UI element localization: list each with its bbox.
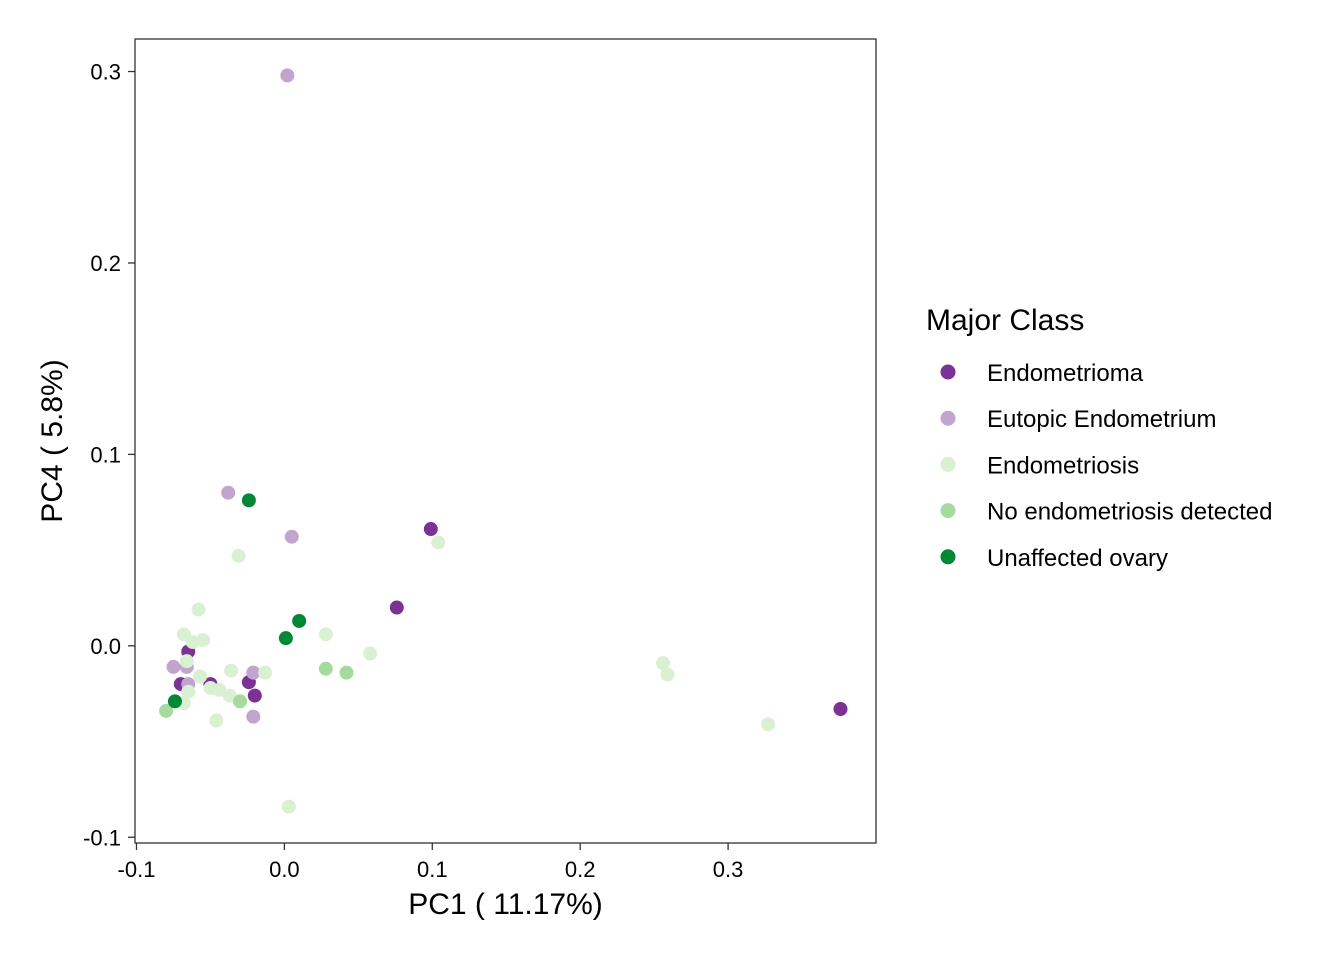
legend-key bbox=[940, 364, 956, 380]
data-point bbox=[212, 682, 227, 697]
data-point bbox=[191, 602, 206, 617]
plot-area bbox=[134, 38, 877, 844]
data-point bbox=[185, 635, 200, 649]
legend-key bbox=[940, 456, 956, 472]
x-tick-label: 0.3 bbox=[713, 857, 744, 882]
legend-key bbox=[940, 549, 956, 565]
data-point bbox=[166, 659, 181, 674]
data-point bbox=[280, 68, 295, 83]
x-axis-title: PC1 ( 11.17%) bbox=[408, 888, 603, 921]
series-no-endometriosis-detected bbox=[159, 661, 354, 718]
data-point bbox=[431, 535, 446, 550]
x-tick-label: 0.0 bbox=[269, 857, 300, 882]
legend-key bbox=[940, 503, 956, 519]
legend-label: Endometriosis bbox=[987, 452, 1139, 479]
series-endometriosis bbox=[176, 535, 776, 814]
data-point bbox=[339, 665, 354, 680]
y-tick-label: 0.0 bbox=[90, 634, 121, 659]
data-points bbox=[159, 68, 848, 814]
data-point bbox=[209, 713, 224, 728]
data-point bbox=[281, 799, 296, 814]
data-point bbox=[423, 522, 438, 537]
data-point bbox=[246, 709, 261, 724]
data-point bbox=[246, 665, 261, 680]
legend-item: No endometriosis detected bbox=[940, 499, 1273, 526]
legend-label: Endometrioma bbox=[987, 360, 1144, 387]
data-point bbox=[221, 485, 236, 500]
series-unaffected-ovary bbox=[167, 493, 307, 709]
data-point bbox=[318, 661, 333, 676]
data-point bbox=[247, 688, 262, 703]
data-point bbox=[196, 633, 211, 648]
data-point bbox=[278, 631, 293, 646]
data-point bbox=[292, 613, 307, 628]
data-point bbox=[224, 663, 239, 678]
legend-item: Endometriosis bbox=[940, 452, 1139, 479]
legend-title: Major Class bbox=[926, 304, 1084, 337]
data-point bbox=[167, 694, 182, 709]
x-tick-label: 0.1 bbox=[417, 857, 448, 882]
data-point bbox=[231, 548, 246, 563]
data-point bbox=[241, 493, 256, 508]
legend-label: Eutopic Endometrium bbox=[987, 406, 1216, 433]
y-tick-label: 0.1 bbox=[90, 442, 121, 467]
axes: -0.1 0.0 0.1 0.2 0.3 -0.1 0.0 0.1 0.2 0.3 PC1 ( 11… bbox=[36, 60, 743, 921]
data-point bbox=[656, 656, 671, 671]
legend-label: Unaffected ovary bbox=[987, 545, 1168, 572]
data-point bbox=[233, 694, 248, 709]
y-axis-title: PC4 ( 5.8%) bbox=[36, 359, 69, 522]
x-tick-label: 0.2 bbox=[565, 857, 596, 882]
x-tick-label: -0.1 bbox=[118, 857, 156, 882]
y-tick-label: 0.3 bbox=[90, 60, 121, 85]
y-tick-label: 0.2 bbox=[90, 251, 121, 276]
data-point bbox=[318, 627, 333, 642]
data-point bbox=[761, 717, 776, 732]
legend-item: Eutopic Endometrium bbox=[940, 406, 1216, 433]
data-point bbox=[363, 646, 378, 661]
data-point bbox=[389, 600, 404, 615]
data-point bbox=[660, 667, 675, 682]
plot-panel-border bbox=[134, 38, 877, 844]
data-point bbox=[284, 529, 299, 544]
legend-item: Endometrioma bbox=[940, 360, 1144, 387]
data-point bbox=[179, 654, 194, 669]
data-point bbox=[833, 702, 848, 716]
data-point bbox=[222, 688, 237, 703]
data-point bbox=[181, 684, 196, 699]
data-point bbox=[159, 703, 174, 718]
data-point bbox=[258, 665, 273, 680]
legend-key bbox=[940, 410, 956, 426]
data-point bbox=[193, 669, 208, 684]
legend: Major Class Endometrioma Eutopic Endometri… bbox=[926, 304, 1273, 572]
y-tick-label: -0.1 bbox=[83, 825, 121, 850]
legend-label: No endometriosis detected bbox=[987, 499, 1273, 526]
legend-item: Unaffected ovary bbox=[940, 545, 1168, 572]
